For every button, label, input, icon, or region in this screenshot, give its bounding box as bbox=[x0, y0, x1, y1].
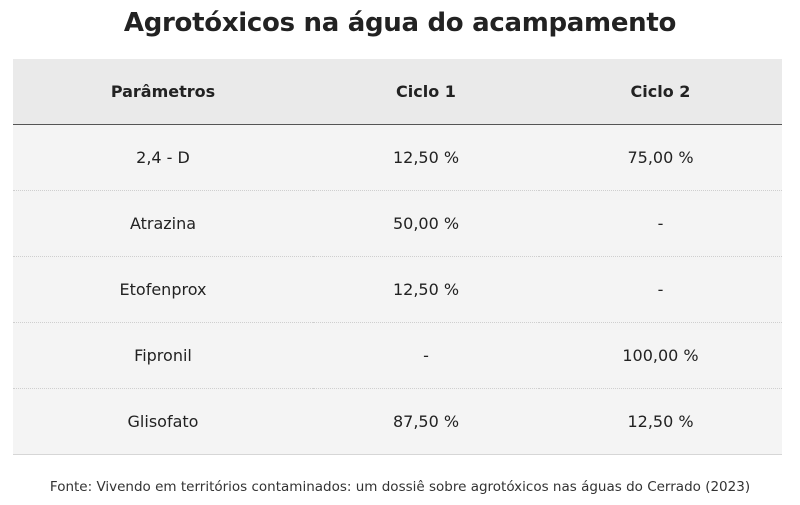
table-row: 2,4 - D 12,50 % 75,00 % bbox=[13, 124, 782, 191]
table-cell-ciclo-1: - bbox=[313, 322, 539, 389]
table-cell-ciclo-1: 12,50 % bbox=[313, 256, 539, 323]
table-body: 2,4 - D 12,50 % 75,00 % Atrazina 50,00 %… bbox=[13, 124, 782, 455]
table-cell-ciclo-2: 75,00 % bbox=[539, 124, 782, 191]
table-cell-parameter: Atrazina bbox=[13, 190, 313, 257]
table-cell-parameter: Fipronil bbox=[13, 322, 313, 389]
table-row: Etofenprox 12,50 % - bbox=[13, 256, 782, 323]
data-table: Parâmetros Ciclo 1 Ciclo 2 2,4 - D 12,50… bbox=[13, 59, 782, 455]
table-cell-ciclo-2: - bbox=[539, 190, 782, 257]
table-row: Glisofato 87,50 % 12,50 % bbox=[13, 388, 782, 455]
table-cell-parameter: Etofenprox bbox=[13, 256, 313, 323]
table-row: Fipronil - 100,00 % bbox=[13, 322, 782, 389]
table-cell-ciclo-1: 50,00 % bbox=[313, 190, 539, 257]
table-header: Parâmetros Ciclo 1 Ciclo 2 bbox=[13, 59, 782, 125]
column-header-parametros: Parâmetros bbox=[13, 59, 313, 125]
page-title: Agrotóxicos na água do acampamento bbox=[123, 8, 677, 38]
table-row: Atrazina 50,00 % - bbox=[13, 190, 782, 257]
table-cell-parameter: Glisofato bbox=[13, 388, 313, 455]
table-cell-parameter: 2,4 - D bbox=[13, 124, 313, 191]
table-cell-ciclo-2: 12,50 % bbox=[539, 388, 782, 455]
table-cell-ciclo-2: - bbox=[539, 256, 782, 323]
source-note: Fonte: Vivendo em territórios contaminad… bbox=[49, 479, 751, 495]
table-header-row: Parâmetros Ciclo 1 Ciclo 2 bbox=[13, 59, 782, 125]
table-cell-ciclo-1: 12,50 % bbox=[313, 124, 539, 191]
column-header-ciclo-2: Ciclo 2 bbox=[539, 59, 782, 125]
column-header-ciclo-1: Ciclo 1 bbox=[313, 59, 539, 125]
table-cell-ciclo-1: 87,50 % bbox=[313, 388, 539, 455]
table-cell-ciclo-2: 100,00 % bbox=[539, 322, 782, 389]
data-table-container: Parâmetros Ciclo 1 Ciclo 2 2,4 - D 12,50… bbox=[13, 59, 782, 455]
